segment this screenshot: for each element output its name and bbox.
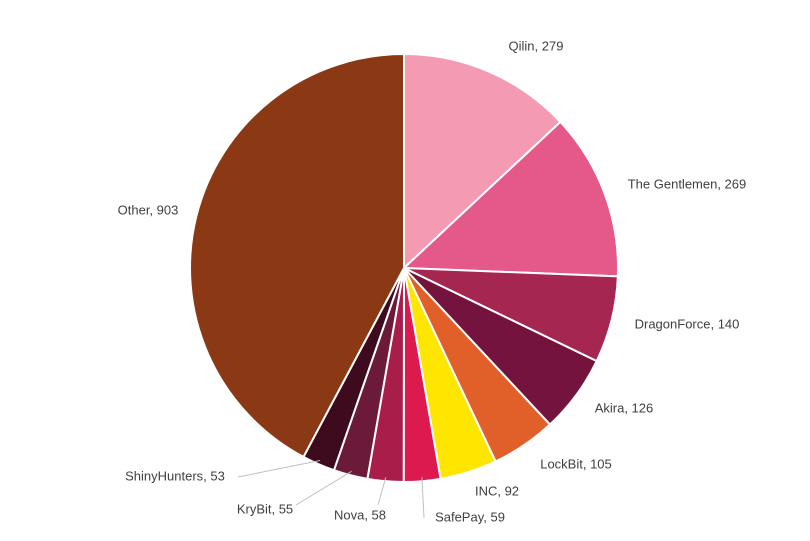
data-label: The Gentlemen, 269 [628, 176, 747, 191]
data-label: Qilin, 279 [509, 38, 564, 53]
leader-line [295, 470, 352, 506]
pie-slice [401, 120, 619, 278]
leader-line [237, 460, 321, 478]
leader-line [377, 477, 387, 506]
pie-slice [403, 52, 562, 271]
pie-slice [189, 52, 405, 459]
data-label: INC, 92 [475, 483, 519, 498]
leader-line [421, 477, 425, 519]
data-label: KryBit, 55 [237, 501, 293, 516]
data-label: Other, 903 [118, 202, 179, 217]
data-label: LockBit, 105 [540, 456, 612, 471]
data-label: Nova, 58 [334, 507, 386, 522]
data-label: ShinyHunters, 53 [125, 468, 225, 483]
data-label: DragonForce, 140 [635, 316, 740, 331]
data-label: SafePay, 59 [435, 509, 505, 524]
data-label: Akira, 126 [595, 400, 654, 415]
